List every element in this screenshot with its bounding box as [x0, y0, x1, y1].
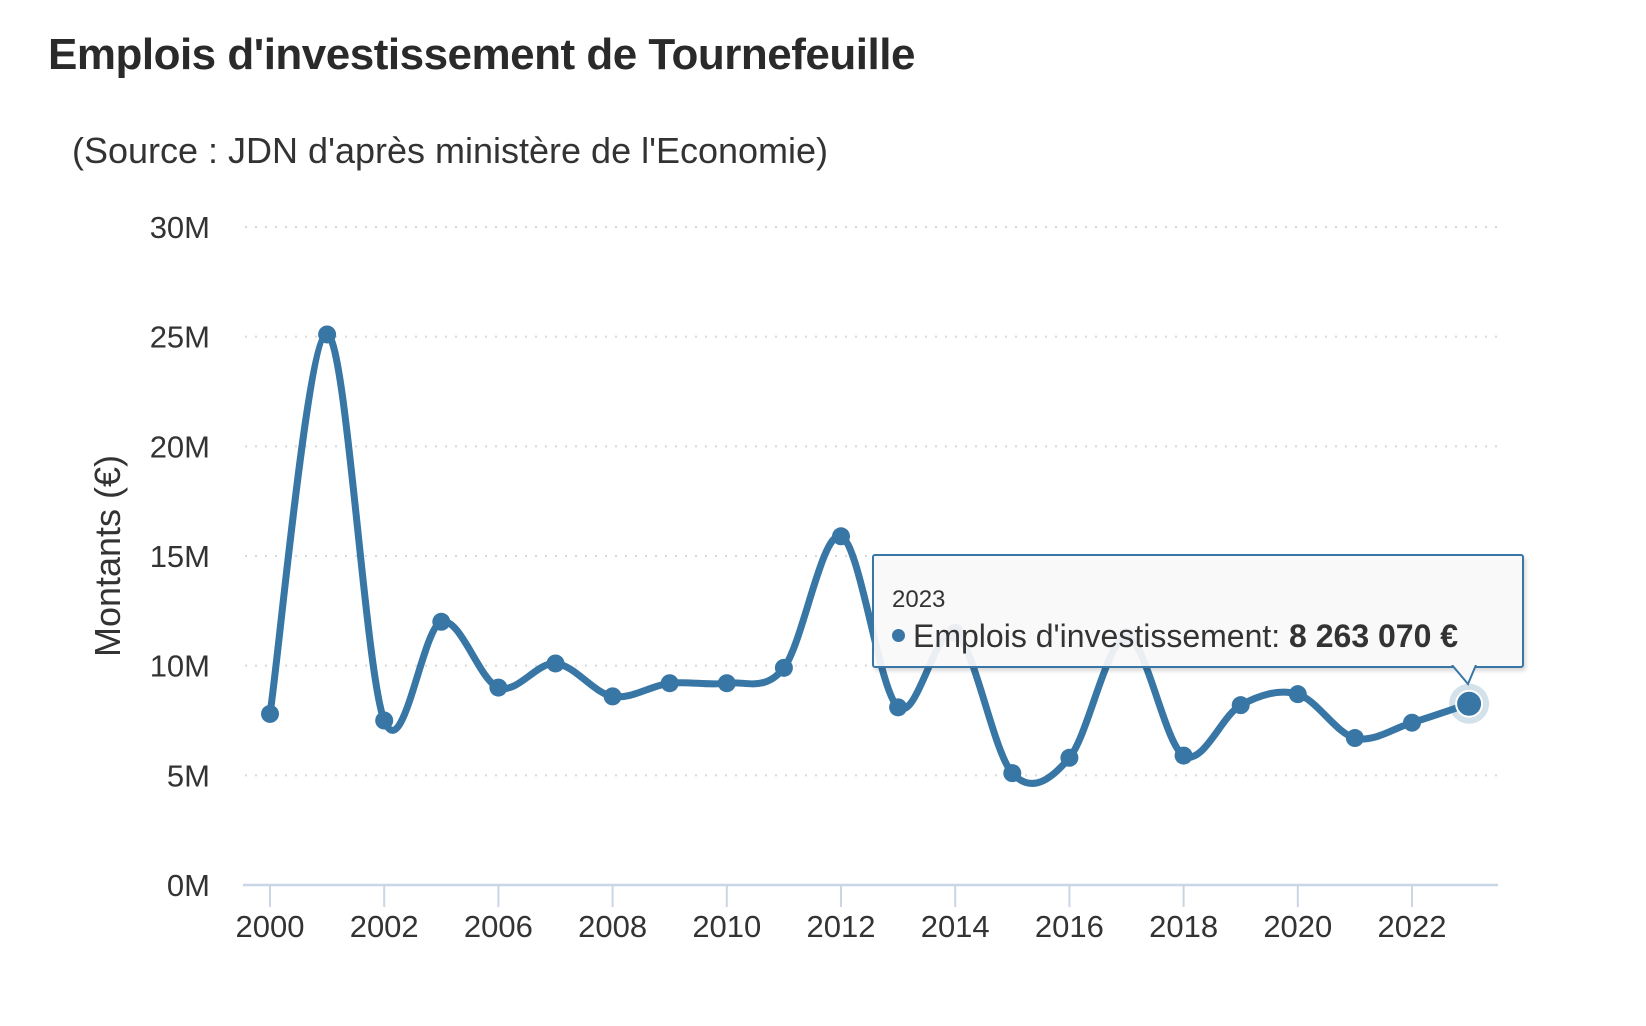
y-tick-label: 30M	[150, 210, 210, 245]
data-point[interactable]	[717, 674, 736, 693]
tooltip-value: 8 263 070 €	[1289, 618, 1459, 654]
y-tick-label: 0M	[167, 868, 210, 903]
x-tick-label: 2018	[1149, 909, 1218, 944]
data-point[interactable]	[1231, 696, 1250, 715]
chart-title: Emplois d'investissement de Tournefeuill…	[48, 30, 915, 79]
x-tick-label: 2020	[1263, 909, 1332, 944]
data-point[interactable]	[1288, 685, 1307, 704]
y-tick-label: 25M	[150, 320, 210, 355]
y-tick-label: 5M	[167, 758, 210, 793]
series-marker-icon	[892, 629, 905, 643]
x-tick-label: 2008	[578, 909, 647, 944]
data-point[interactable]	[318, 325, 337, 344]
x-tick-label: 2014	[921, 909, 990, 944]
data-point[interactable]	[489, 678, 508, 697]
data-point[interactable]	[832, 527, 850, 546]
x-axis: 2000 2002 2006 2008 2010 2012 2014 2016 2018 2020…	[236, 883, 1498, 944]
y-tick-label: 20M	[150, 429, 210, 464]
gridlines	[245, 226, 1498, 777]
data-point[interactable]	[432, 612, 451, 631]
x-tick-label: 2002	[350, 909, 419, 944]
data-point[interactable]	[660, 674, 679, 693]
y-axis-ticks: 0M 5M 10M 15M 20M 25M 30M	[150, 210, 210, 903]
data-point[interactable]	[1003, 764, 1022, 783]
x-tick-label: 2022	[1378, 909, 1447, 944]
chart-subtitle: (Source : JDN d'après ministère de l'Eco…	[72, 130, 829, 171]
data-point[interactable]	[889, 698, 908, 717]
data-point[interactable]	[546, 654, 565, 673]
data-point[interactable]	[1060, 748, 1079, 767]
x-tick-label: 2012	[807, 909, 876, 944]
tooltip-year: 2023	[892, 586, 946, 613]
y-tick-label: 10M	[150, 649, 210, 684]
y-tick-label: 15M	[150, 539, 210, 574]
x-tick-label: 2000	[236, 909, 305, 944]
data-point[interactable]	[375, 711, 394, 730]
x-tick-label: 2016	[1035, 909, 1104, 944]
x-tick-label: 2010	[692, 909, 761, 944]
data-point[interactable]	[1403, 713, 1421, 732]
data-point[interactable]	[1345, 729, 1364, 748]
data-point[interactable]	[603, 687, 622, 706]
data-point[interactable]	[774, 658, 793, 677]
tooltip-line: Emplois d'investissement: 8 263 070 €	[892, 618, 1458, 655]
tooltip: 2023 Emplois d'investissement: 8 263 070…	[872, 554, 1524, 668]
tooltip-series-name: Emplois d'investissement:	[913, 618, 1281, 654]
x-tick-label: 2006	[464, 909, 533, 944]
data-point[interactable]	[1455, 689, 1484, 718]
data-point[interactable]	[1174, 746, 1193, 765]
y-axis-label: Montants (€)	[87, 455, 128, 657]
data-point[interactable]	[261, 704, 279, 723]
